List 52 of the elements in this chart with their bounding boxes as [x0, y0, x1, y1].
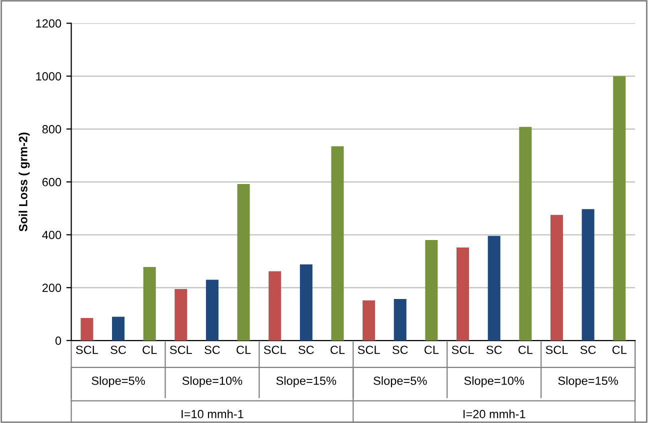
y-tick-label: 1200 [36, 19, 62, 28]
y-tick-label: 600 [42, 178, 62, 186]
bar [488, 236, 500, 341]
x-tick-label: SCL [358, 346, 380, 354]
bar [425, 240, 438, 341]
bar [143, 267, 156, 341]
x-tick-label: SC [580, 346, 596, 354]
y-tick-label: 0 [55, 336, 62, 345]
x-tick-label: CL [236, 346, 251, 354]
y-tick-label: 400 [42, 230, 62, 240]
bar [456, 247, 470, 341]
text: Slope=10% [464, 376, 524, 388]
x-tick-label: SC [392, 346, 408, 354]
text: Slope=5% [374, 376, 427, 388]
x-tick-label: SCL [264, 346, 286, 354]
bar [519, 126, 532, 341]
x-tick-label: CL [612, 346, 627, 354]
text: I=10 mmh-1 [182, 410, 244, 418]
text: Slope=15% [558, 376, 618, 388]
x-tick-label: SC [298, 346, 314, 354]
bar [613, 76, 626, 341]
x-tick-label: CL [518, 346, 533, 354]
bar [300, 264, 312, 341]
x-tick-label: CL [424, 346, 439, 354]
bar [174, 288, 188, 341]
bar [237, 184, 250, 341]
bar [550, 214, 564, 341]
text: I=20 mmh-1 [464, 410, 526, 418]
x-tick-label: SCL [76, 346, 98, 354]
text: Slope=5% [92, 376, 145, 388]
x-tick-label: SC [110, 346, 126, 354]
bar [582, 209, 594, 341]
x-tick-label: SC [486, 346, 502, 354]
y-tick-label: 200 [42, 284, 62, 292]
bar [331, 146, 344, 341]
bar [112, 316, 125, 341]
text: Slope=10% [182, 376, 242, 388]
bar [80, 318, 94, 341]
text: Slope=15% [276, 376, 336, 388]
y-tick-label: 1000 [36, 72, 62, 81]
bar [268, 271, 282, 341]
x-tick-label: SC [204, 346, 220, 354]
x-tick-label: SCL [546, 346, 568, 354]
y-axis-title: Soil Loss ( grm-2) [18, 132, 30, 232]
x-tick-label: SCL [170, 346, 192, 354]
x-tick-label: SCL [452, 346, 474, 354]
bar [206, 280, 218, 341]
y-tick-label: 800 [42, 125, 62, 134]
x-tick-label: CL [142, 346, 157, 354]
bar [362, 300, 376, 341]
bar [394, 299, 406, 341]
x-tick-label: CL [330, 346, 345, 354]
